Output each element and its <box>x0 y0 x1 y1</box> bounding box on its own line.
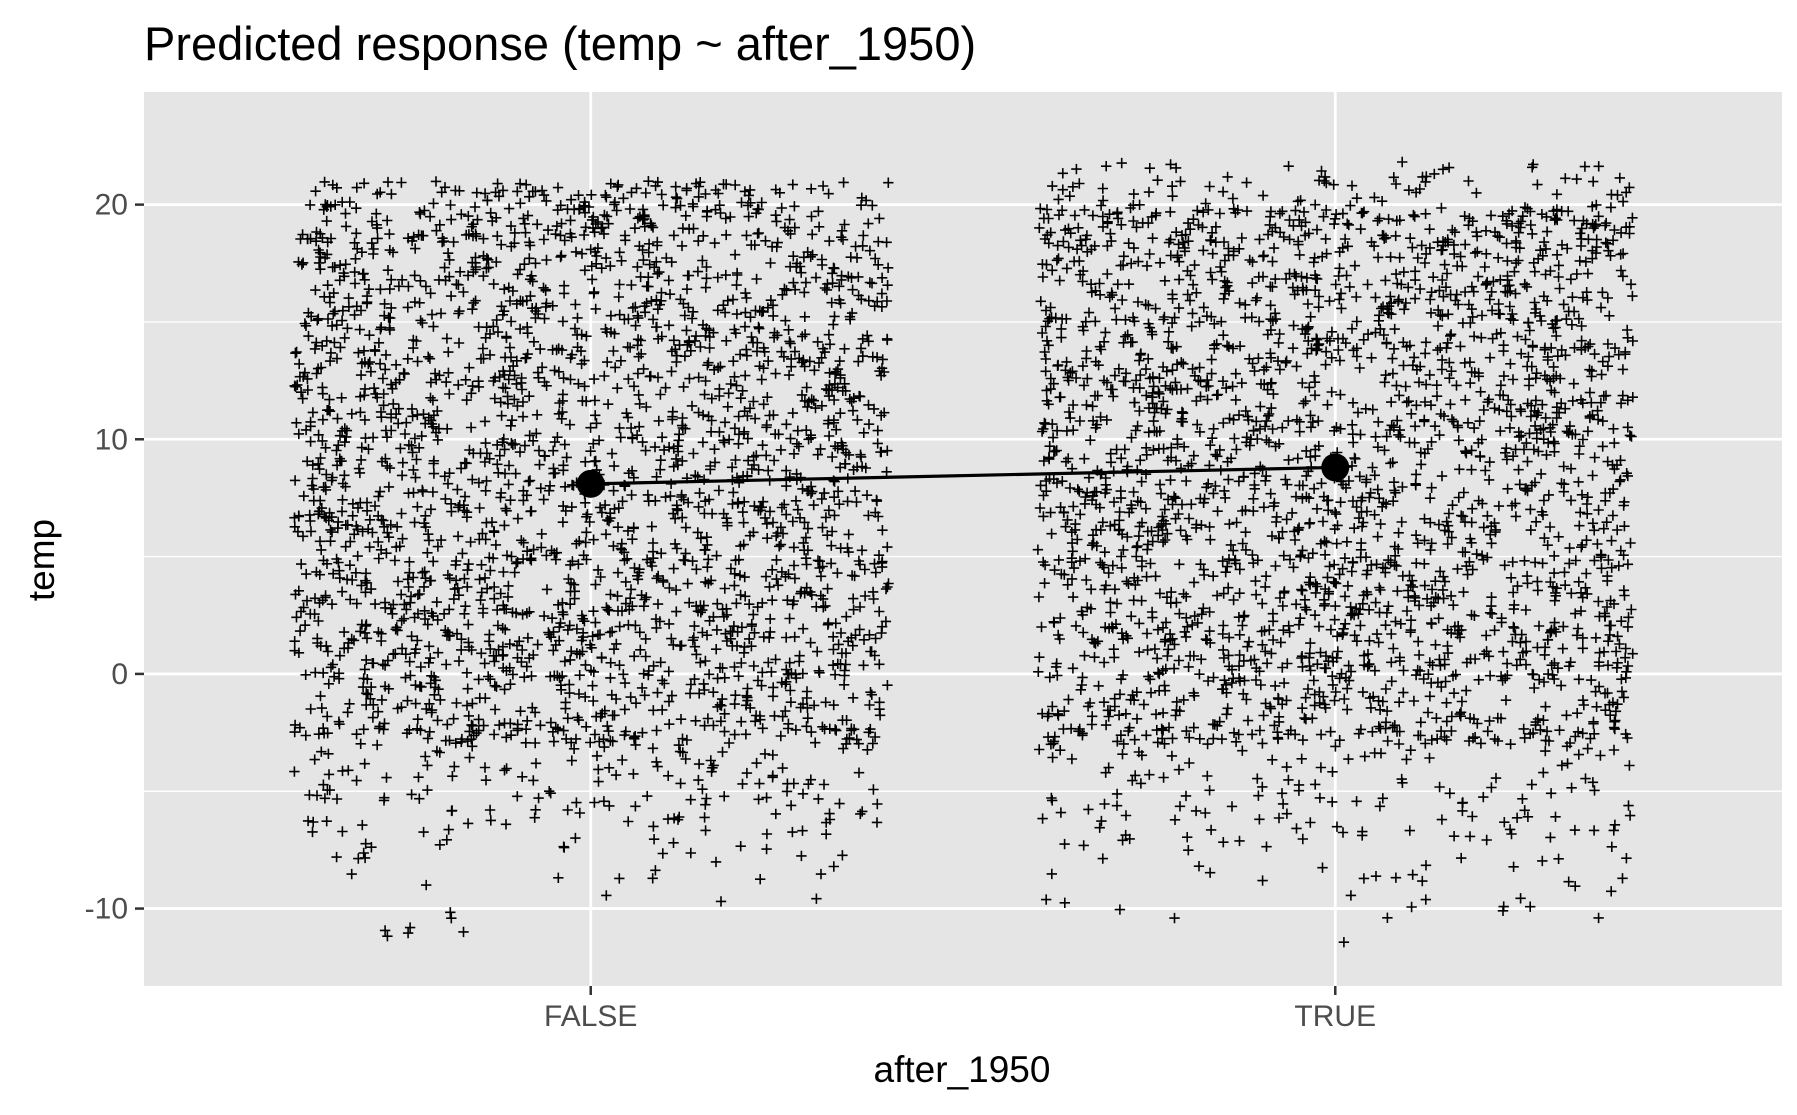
axes: -10 0 10 20 FALSE TRUE <box>85 189 1376 1033</box>
fit-line <box>590 465 1336 486</box>
chart-title: Predicted response (temp ~ after_1950) <box>144 17 976 70</box>
fit-line-layer <box>576 453 1350 498</box>
grid-lines <box>144 92 1782 986</box>
point-cloud-true <box>1032 156 1638 948</box>
x-tick-label: FALSE <box>544 1000 637 1033</box>
fit-point-true <box>1321 453 1350 482</box>
y-tick-label: 0 <box>111 658 128 691</box>
point-cloud-false <box>289 176 894 942</box>
x-tick-label: TRUE <box>1294 1000 1376 1033</box>
y-tick-label: -10 <box>85 893 128 926</box>
y-tick-label: 20 <box>95 189 128 222</box>
data-points <box>289 156 1638 948</box>
x-axis-title: after_1950 <box>874 1049 1051 1090</box>
plot-panel <box>144 92 1782 986</box>
y-axis-title: temp <box>21 519 62 601</box>
fit-point-false <box>576 469 605 498</box>
y-tick-label: 10 <box>95 423 128 456</box>
